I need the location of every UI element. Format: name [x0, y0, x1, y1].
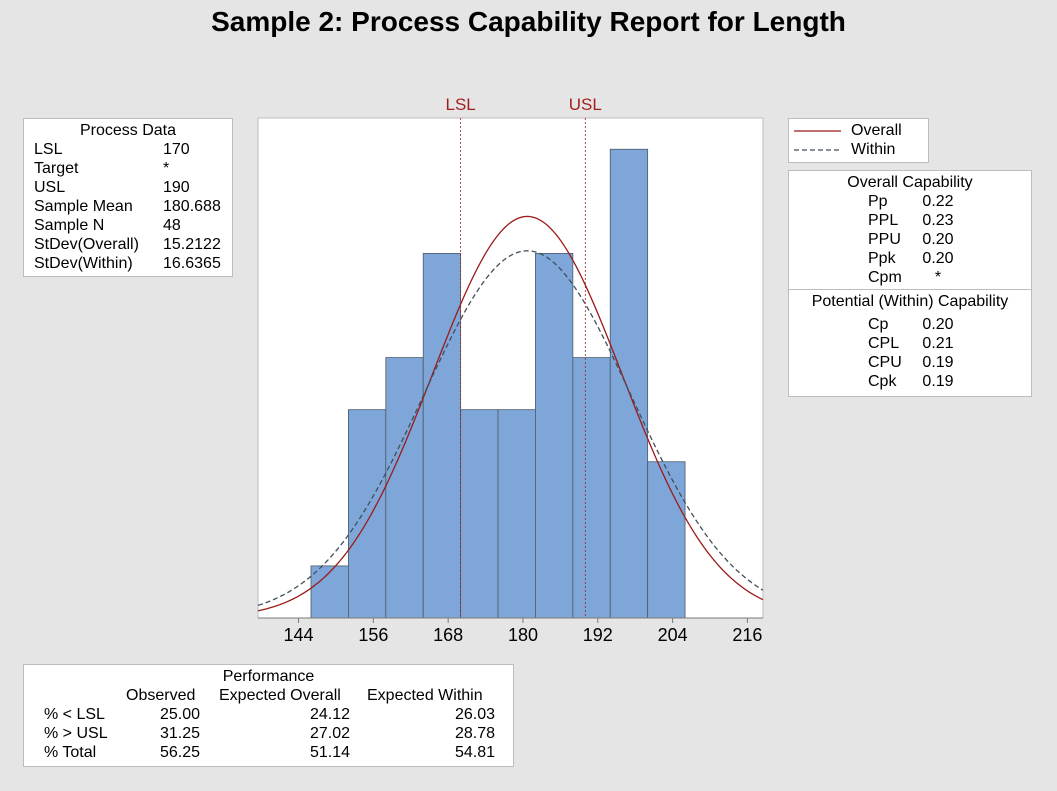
process-data-value: 16.6365: [163, 255, 221, 272]
overall-capability-heading: Overall Capability: [847, 174, 973, 191]
performance-cell: 51.14: [309, 744, 350, 761]
process-data-label: StDev(Overall): [34, 236, 139, 253]
report-title: Sample 2: Process Capability Report for …: [211, 6, 846, 37]
overall-capability-label: Pp: [868, 193, 888, 210]
performance-cell: 56.25: [159, 744, 200, 761]
performance-row-label: % > USL: [44, 725, 108, 742]
x-tick-label: 180: [508, 625, 538, 645]
legend-panel: Overall Within: [788, 118, 929, 163]
histogram-bar: [647, 461, 686, 619]
performance-cell: 28.78: [454, 725, 495, 742]
performance-cell: 54.81: [454, 744, 495, 761]
x-tick-label: 168: [433, 625, 463, 645]
process-data-label: USL: [34, 179, 66, 196]
process-data-heading: Process Data: [79, 122, 177, 139]
process-data-label: StDev(Within): [34, 255, 133, 272]
within-curve: [257, 250, 764, 606]
process-data-value: 190: [163, 179, 190, 196]
histogram-bar: [310, 565, 349, 619]
process-data-value: 180.688: [163, 198, 221, 215]
process-data-label: Sample N: [34, 217, 105, 234]
x-tick-label: 204: [658, 625, 688, 645]
overall-capability-label: PPL: [868, 212, 899, 229]
performance-cell: 25.00: [159, 706, 200, 723]
performance-cell: 24.12: [309, 706, 350, 723]
overall-capability-value: 0.23: [922, 212, 954, 229]
x-tick-label: 156: [358, 625, 388, 645]
overall-capability-value: 0.20: [922, 231, 954, 248]
process-data-value: 48: [163, 217, 181, 234]
potential-capability-label: Cpk: [868, 373, 897, 390]
process-data-value: 15.2122: [163, 236, 221, 253]
potential-capability-heading: Potential (Within) Capability: [811, 293, 1009, 310]
overall-curve: [257, 215, 764, 612]
performance-panel: Performance Observed Expected Overall Expe…: [23, 664, 514, 767]
performance-cell: 27.02: [309, 725, 350, 742]
x-tick-label: 192: [583, 625, 613, 645]
potential-capability-value: 0.19: [922, 354, 954, 371]
legend-swatches: [794, 130, 841, 151]
performance-column-header: Expected Within: [367, 687, 483, 704]
process-data-label: Sample Mean: [34, 198, 133, 215]
overall-capability-label: Cpm: [868, 269, 902, 286]
legend-within-label: Within: [851, 141, 896, 158]
overall-capability-value: 0.20: [922, 250, 954, 267]
performance-heading: Performance: [222, 668, 315, 685]
capability-divider: [789, 289, 1031, 290]
process-data-value: *: [163, 160, 170, 177]
x-tick-label: 216: [732, 625, 762, 645]
overall-capability-value: 0.22: [922, 193, 954, 210]
overall-capability-value: *: [934, 269, 942, 286]
potential-capability-value: 0.19: [922, 373, 954, 390]
histogram-bar: [535, 253, 574, 619]
histogram-bar: [609, 148, 649, 619]
histogram-bar: [572, 357, 611, 619]
usl-label: USL: [569, 95, 602, 114]
potential-capability-label: CPU: [868, 354, 902, 371]
potential-capability-value: 0.21: [922, 335, 954, 352]
potential-capability-label: CPL: [868, 335, 900, 352]
performance-cell: 31.25: [159, 725, 200, 742]
histogram-bar: [385, 357, 424, 619]
performance-column-header: Expected Overall: [219, 687, 341, 704]
process-data-panel: Process Data LSL 170 Target * USL 190 Sample M…: [23, 118, 233, 277]
performance-row-label: % < LSL: [44, 706, 105, 723]
process-data-label: Target: [34, 160, 79, 177]
process-data-label: LSL: [34, 141, 63, 158]
potential-capability-value: 0.20: [922, 316, 954, 333]
x-tick-label: 144: [284, 625, 314, 645]
histogram-bar: [348, 409, 387, 619]
overall-capability-label: Ppk: [868, 250, 896, 267]
process-data-value: 170: [163, 141, 190, 158]
performance-row-label: % Total: [44, 744, 97, 761]
capability-panel: Overall Capability Pp 0.22 PPL 0.23 PPU 0.20 P…: [788, 170, 1032, 397]
histogram-bar: [497, 409, 536, 619]
potential-capability-label: Cp: [868, 316, 889, 333]
lsl-label: LSL: [445, 95, 475, 114]
overall-capability-label: PPU: [868, 231, 901, 248]
performance-column-header: Observed: [126, 687, 196, 704]
performance-cell: 26.03: [454, 706, 495, 723]
legend-overall-label: Overall: [851, 122, 902, 139]
histogram-bar: [422, 253, 462, 619]
histogram-bar: [460, 409, 499, 619]
